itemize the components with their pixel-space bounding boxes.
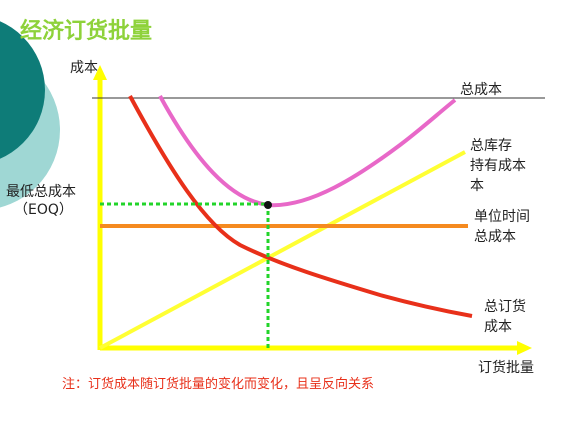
- unit-cost-label-line2: 总成本: [474, 229, 516, 245]
- x-axis-label: 订货批量: [478, 359, 534, 376]
- ordering-cost-label-line2: 成本: [484, 319, 512, 335]
- note-text: 注：订货成本随订货批量的变化而变化，且呈反向关系: [62, 376, 374, 392]
- diagram-title: 经济订货批量: [20, 18, 152, 44]
- holding-cost-label-line3: 本: [470, 178, 484, 194]
- eoq-label-line2: （EOQ）: [14, 202, 73, 218]
- y-axis-arrow: [93, 65, 107, 80]
- decorative-dark-circle: [0, 21, 45, 159]
- ordering-cost-label-line1: 总订货: [484, 298, 526, 315]
- holding-cost-line: [99, 150, 466, 350]
- eoq-point: [264, 201, 272, 209]
- total-cost-label: 总成本: [460, 82, 502, 98]
- holding-cost-label-line2: 持有成本: [470, 158, 526, 174]
- unit-cost-label-line1: 单位时间: [474, 209, 530, 225]
- total-cost-curve: [158, 95, 457, 208]
- y-axis-label: 成本: [70, 60, 98, 76]
- x-axis-arrow: [517, 341, 532, 355]
- eoq-label-line1: 最低总成本: [6, 184, 76, 200]
- holding-cost-label-line1: 总库存: [470, 138, 512, 154]
- ordering-cost-curve: [128, 95, 473, 318]
